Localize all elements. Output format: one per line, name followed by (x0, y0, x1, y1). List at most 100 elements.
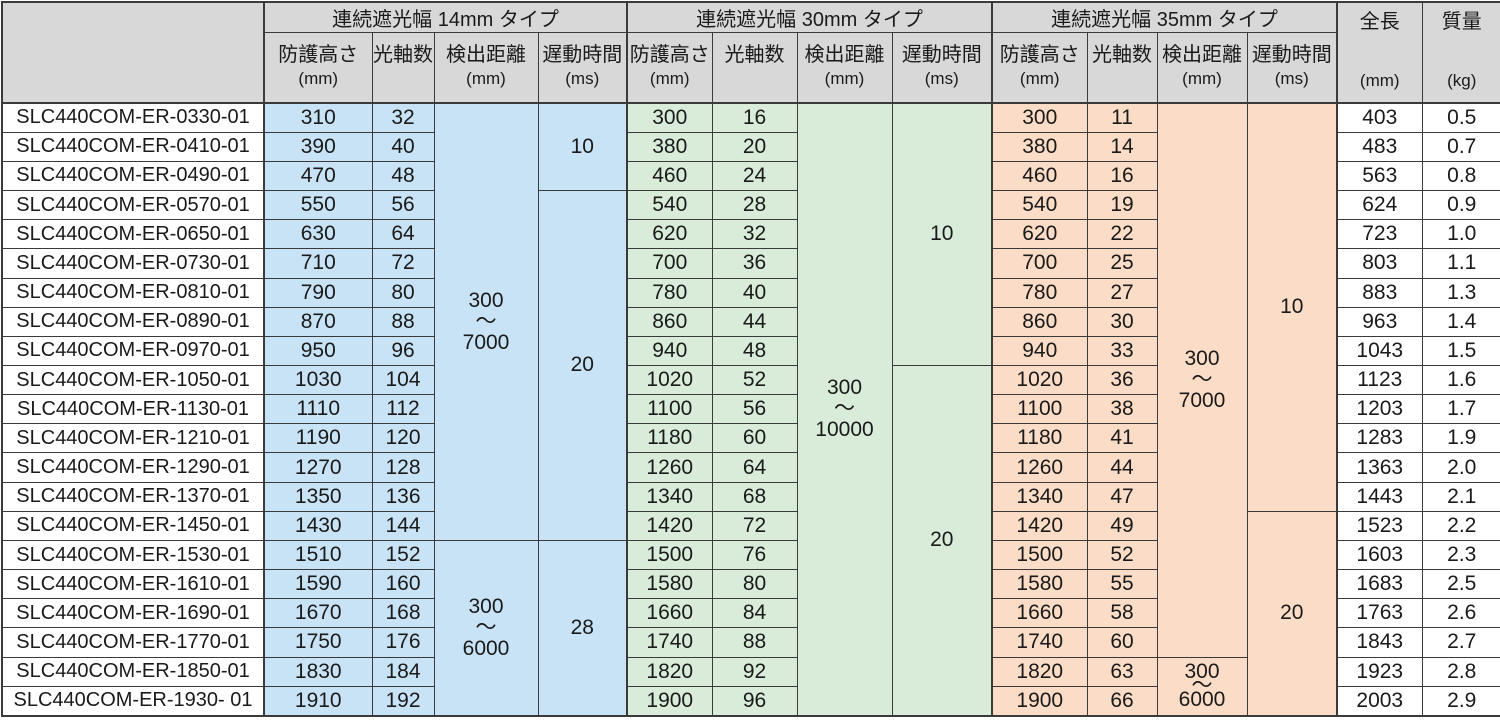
total-length-cell: 1443 (1336, 481, 1423, 512)
protective-height-cell: 460 (626, 160, 713, 192)
beam-count-cell: 52 (1086, 539, 1158, 571)
protective-height-cell: 1910 (263, 685, 373, 717)
table-row: SLC440COM-ER-0890-01 870 88 860 44 860 30 963 1.… (1, 306, 1500, 337)
protective-height-cell: 1420 (626, 510, 713, 541)
protective-height-cell: 300 (991, 101, 1088, 133)
model-cell: SLC440COM-ER-1450-01 (1, 510, 265, 541)
model-cell: SLC440COM-ER-1690-01 (1, 598, 265, 629)
beam-count-cell: 88 (371, 306, 435, 337)
mass-cell: 0.9 (1421, 190, 1500, 221)
beam-count-cell: 11 (1086, 101, 1158, 133)
beam-count-cell: 56 (711, 394, 798, 425)
beam-count-cell: 176 (371, 627, 435, 658)
protective-height-cell: 1660 (991, 598, 1088, 629)
total-length-cell: 723 (1336, 219, 1423, 250)
protective-height-cell: 1900 (626, 685, 713, 717)
protective-height-cell: 310 (263, 101, 373, 133)
total-length-header-unit: (mm) (1359, 71, 1400, 91)
model-cell: SLC440COM-ER-1930- 01 (1, 685, 265, 717)
col-header-protective-height: 防護高さ (mm) (626, 32, 713, 103)
header-title-row: 連続遮光幅 14mm タイプ 連続遮光幅 30mm タイプ 連続遮光幅 35mm タ… (1, 1, 1500, 103)
table-row: SLC440COM-ER-1130-01 1110 112 1100 56 1100 38 1… (1, 394, 1500, 425)
total-length-cell: 483 (1336, 131, 1423, 162)
total-length-cell: 1683 (1336, 569, 1423, 600)
beam-count-cell: 144 (371, 510, 435, 541)
model-cell: SLC440COM-ER-0410-01 (1, 131, 265, 162)
col-header-beam-count: 光軸数 (711, 32, 798, 103)
beam-count-cell: 63 (1086, 656, 1158, 687)
beam-count-cell: 36 (711, 248, 798, 279)
beam-count-cell: 41 (1086, 423, 1158, 454)
protective-height-cell: 1110 (263, 394, 373, 425)
table-body: SLC440COM-ER-0330-01 310 32 300 〜 7000 10 300 16… (1, 101, 1500, 717)
beam-count-cell: 104 (371, 364, 435, 396)
beam-count-cell: 152 (371, 539, 435, 571)
protective-height-cell: 620 (991, 219, 1088, 250)
response-delay-cell: 20 (537, 190, 628, 541)
beam-count-cell: 68 (711, 481, 798, 512)
total-length-cell: 2003 (1336, 685, 1423, 717)
protective-height-cell: 1430 (263, 510, 373, 541)
response-delay-cell: 20 (891, 364, 993, 717)
total-length-cell: 563 (1336, 160, 1423, 192)
detection-distance-cell: 300 〜 6000 (1156, 656, 1248, 717)
beam-count-cell: 28 (711, 190, 798, 221)
mass-cell: 0.5 (1421, 101, 1500, 133)
table-row: SLC440COM-ER-1290-01 1270 128 1260 64 1260 44 1… (1, 452, 1500, 483)
mass-cell: 2.8 (1421, 656, 1500, 687)
protective-height-cell: 710 (263, 248, 373, 279)
mass-cell: 2.3 (1421, 539, 1500, 571)
protective-height-cell: 1900 (991, 685, 1088, 717)
col-header-beam-count: 光軸数 (371, 32, 435, 103)
response-delay-cell: 20 (1246, 510, 1338, 717)
col-header-response-delay: 遅動時間 (ms) (1246, 32, 1338, 103)
protective-height-cell: 620 (626, 219, 713, 250)
protective-height-cell: 1180 (626, 423, 713, 454)
protective-height-cell: 1580 (626, 569, 713, 600)
beam-count-cell: 40 (711, 277, 798, 308)
col-header-protective-height: 防護高さ (mm) (991, 32, 1088, 103)
beam-count-cell: 80 (711, 569, 798, 600)
model-cell: SLC440COM-ER-1210-01 (1, 423, 265, 454)
beam-count-cell: 49 (1086, 510, 1158, 541)
beam-count-cell: 32 (371, 101, 435, 133)
total-length-cell: 1123 (1336, 364, 1423, 396)
protective-height-cell: 1580 (991, 569, 1088, 600)
protective-height-cell: 940 (991, 335, 1088, 366)
protective-height-cell: 1180 (991, 423, 1088, 454)
total-length-header-label: 全長 (1359, 11, 1400, 34)
protective-height-cell: 1590 (263, 569, 373, 600)
model-cell: SLC440COM-ER-1290-01 (1, 452, 265, 483)
beam-count-cell: 16 (1086, 160, 1158, 192)
beam-count-cell: 192 (371, 685, 435, 717)
protective-height-cell: 630 (263, 219, 373, 250)
corner-cell (1, 1, 265, 103)
protective-height-cell: 1510 (263, 539, 373, 571)
beam-count-cell: 55 (1086, 569, 1158, 600)
model-cell: SLC440COM-ER-1370-01 (1, 481, 265, 512)
protective-height-cell: 1100 (626, 394, 713, 425)
detection-distance-cell: 300 〜 7000 (433, 101, 539, 541)
mass-cell: 2.9 (1421, 685, 1500, 717)
beam-count-cell: 30 (1086, 306, 1158, 337)
table-header: 連続遮光幅 14mm タイプ 連続遮光幅 30mm タイプ 連続遮光幅 35mm タ… (1, 1, 1500, 103)
protective-height-cell: 460 (991, 160, 1088, 192)
protective-height-cell: 1270 (263, 452, 373, 483)
beam-count-cell: 66 (1086, 685, 1158, 717)
table-row: SLC440COM-ER-0810-01 790 80 780 40 780 27 883 1.… (1, 277, 1500, 308)
mass-cell: 1.7 (1421, 394, 1500, 425)
beam-count-cell: 40 (371, 131, 435, 162)
protective-height-cell: 700 (991, 248, 1088, 279)
beam-count-cell: 160 (371, 569, 435, 600)
col-header-response-delay: 遅動時間 (ms) (891, 32, 993, 103)
table-row: SLC440COM-ER-1370-01 1350 136 1340 68 1340 47 1… (1, 481, 1500, 512)
model-cell: SLC440COM-ER-1770-01 (1, 627, 265, 658)
detection-distance-cell: 300 〜 7000 (1156, 101, 1248, 658)
total-length-cell: 1363 (1336, 452, 1423, 483)
protective-height-cell: 1500 (626, 539, 713, 571)
mass-cell: 2.6 (1421, 598, 1500, 629)
total-length-cell: 1523 (1336, 510, 1423, 541)
protective-height-cell: 540 (991, 190, 1088, 221)
mass-header-label: 質量 (1441, 11, 1482, 34)
model-cell: SLC440COM-ER-0490-01 (1, 160, 265, 192)
